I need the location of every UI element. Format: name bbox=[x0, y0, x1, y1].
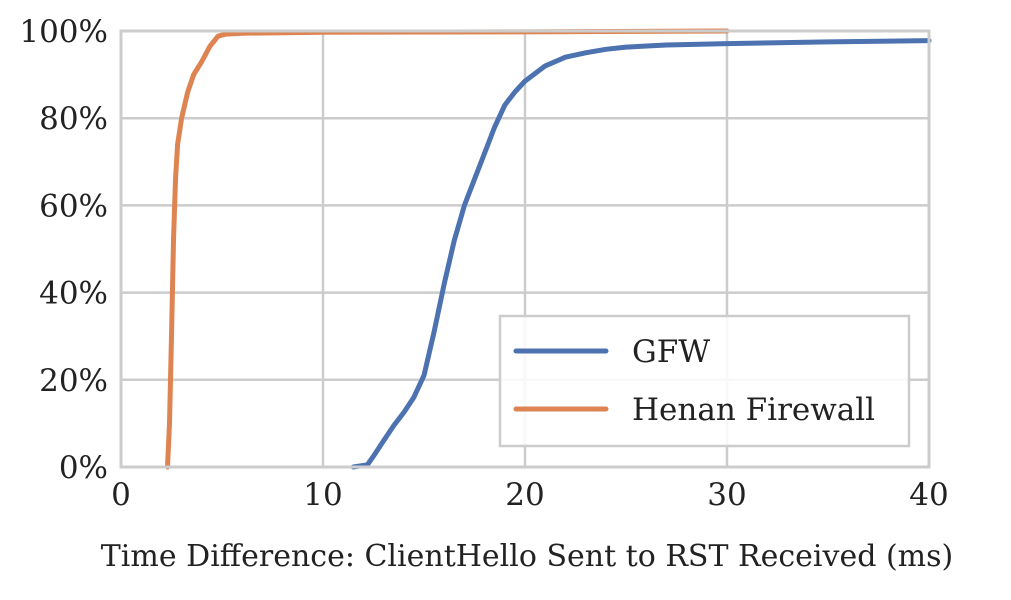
y-tick-labels: 0% 20% 40% 60% 80% 100% bbox=[19, 14, 108, 486]
x-tick-label: 30 bbox=[707, 477, 746, 513]
x-tick-labels: 0 10 20 30 40 bbox=[111, 477, 949, 513]
legend-label-henan-firewall: Henan Firewall bbox=[632, 392, 875, 428]
y-tick-label: 60% bbox=[39, 188, 108, 224]
x-tick-label: 10 bbox=[303, 477, 342, 513]
x-tick-label: 40 bbox=[909, 477, 948, 513]
legend: GFW Henan Firewall bbox=[498, 314, 911, 448]
x-tick-label: 20 bbox=[505, 477, 544, 513]
y-tick-label: 0% bbox=[59, 450, 108, 486]
y-tick-label: 80% bbox=[39, 101, 108, 137]
y-tick-label: 20% bbox=[39, 363, 108, 399]
y-tick-label: 40% bbox=[39, 276, 108, 312]
legend-label-gfw: GFW bbox=[632, 334, 710, 370]
x-tick-label: 0 bbox=[111, 477, 131, 513]
legend-box bbox=[498, 314, 911, 448]
y-tick-label: 100% bbox=[19, 14, 108, 50]
series-lines bbox=[165, 28, 932, 470]
x-axis-title: Time Difference: ClientHello Sent to RST… bbox=[101, 539, 953, 574]
series-line-gfw bbox=[350, 38, 932, 470]
plot-frame bbox=[119, 29, 931, 469]
series-line-henan-firewall bbox=[165, 28, 730, 470]
